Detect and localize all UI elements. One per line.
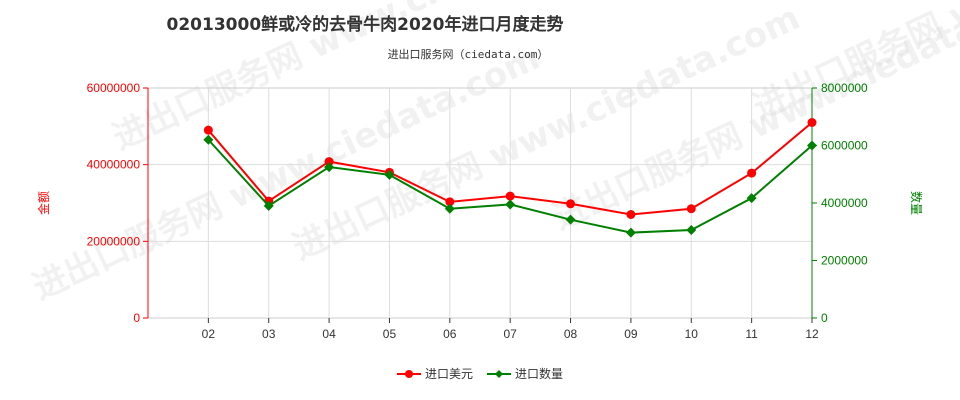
data-point <box>686 225 697 236</box>
right-tick-label: 2000000 <box>821 254 868 268</box>
data-point <box>505 191 515 201</box>
series <box>203 118 817 238</box>
legend: 进口美元 进口数量 <box>397 366 563 381</box>
data-point <box>566 199 576 209</box>
data-point <box>445 197 455 207</box>
data-point <box>263 200 274 211</box>
data-point <box>565 214 576 225</box>
legend-swatch-marker <box>495 370 503 378</box>
left-axis-title: 金额 <box>36 191 51 215</box>
data-point <box>747 168 757 178</box>
x-tick-label: 02 <box>202 327 216 341</box>
x-tick-label: 10 <box>685 327 699 341</box>
right-tick-label: 8000000 <box>821 81 868 95</box>
data-point <box>384 169 395 180</box>
data-point <box>203 134 214 145</box>
x-tick-label: 07 <box>504 327 518 341</box>
right-tick-label: 4000000 <box>821 196 868 210</box>
x-tick-label: 04 <box>322 327 336 341</box>
data-point <box>746 193 757 204</box>
legend-swatch-marker <box>405 370 413 378</box>
data-point <box>324 162 335 173</box>
data-point <box>807 140 817 151</box>
data-point <box>203 125 213 135</box>
right-tick-label: 0 <box>821 311 828 325</box>
data-point <box>686 204 696 214</box>
x-tick-label: 08 <box>564 327 578 341</box>
data-point <box>444 203 455 214</box>
x-tick-label: 03 <box>262 327 276 341</box>
data-point <box>505 199 516 210</box>
left-tick-label: 60000000 <box>87 81 141 95</box>
chart-title: 02013000鲜或冷的去骨牛肉2020年进口月度走势 <box>167 14 564 35</box>
x-tick-label: 12 <box>805 327 819 341</box>
x-tick-label: 09 <box>624 327 638 341</box>
data-point <box>625 227 636 238</box>
left-tick-label: 40000000 <box>87 158 141 172</box>
legend-label: 进口数量 <box>515 366 563 381</box>
x-tick-label: 11 <box>745 327 758 341</box>
data-point <box>324 157 334 167</box>
left-tick-label: 0 <box>133 311 140 325</box>
x-tick-label: 06 <box>443 327 457 341</box>
right-tick-label: 6000000 <box>821 139 868 153</box>
axes: 02 03 04 05 06 07 08 09 10 11 12020000000400000006… <box>87 81 868 341</box>
chart-subtitle: 进出口服务网（ciedata.com） <box>388 47 549 61</box>
left-tick-label: 20000000 <box>87 234 141 248</box>
right-axis-title: 数量 <box>909 191 924 215</box>
legend-label: 进口美元 <box>425 367 473 381</box>
data-point <box>807 118 817 127</box>
data-point <box>626 210 636 219</box>
x-tick-label: 05 <box>383 327 397 341</box>
